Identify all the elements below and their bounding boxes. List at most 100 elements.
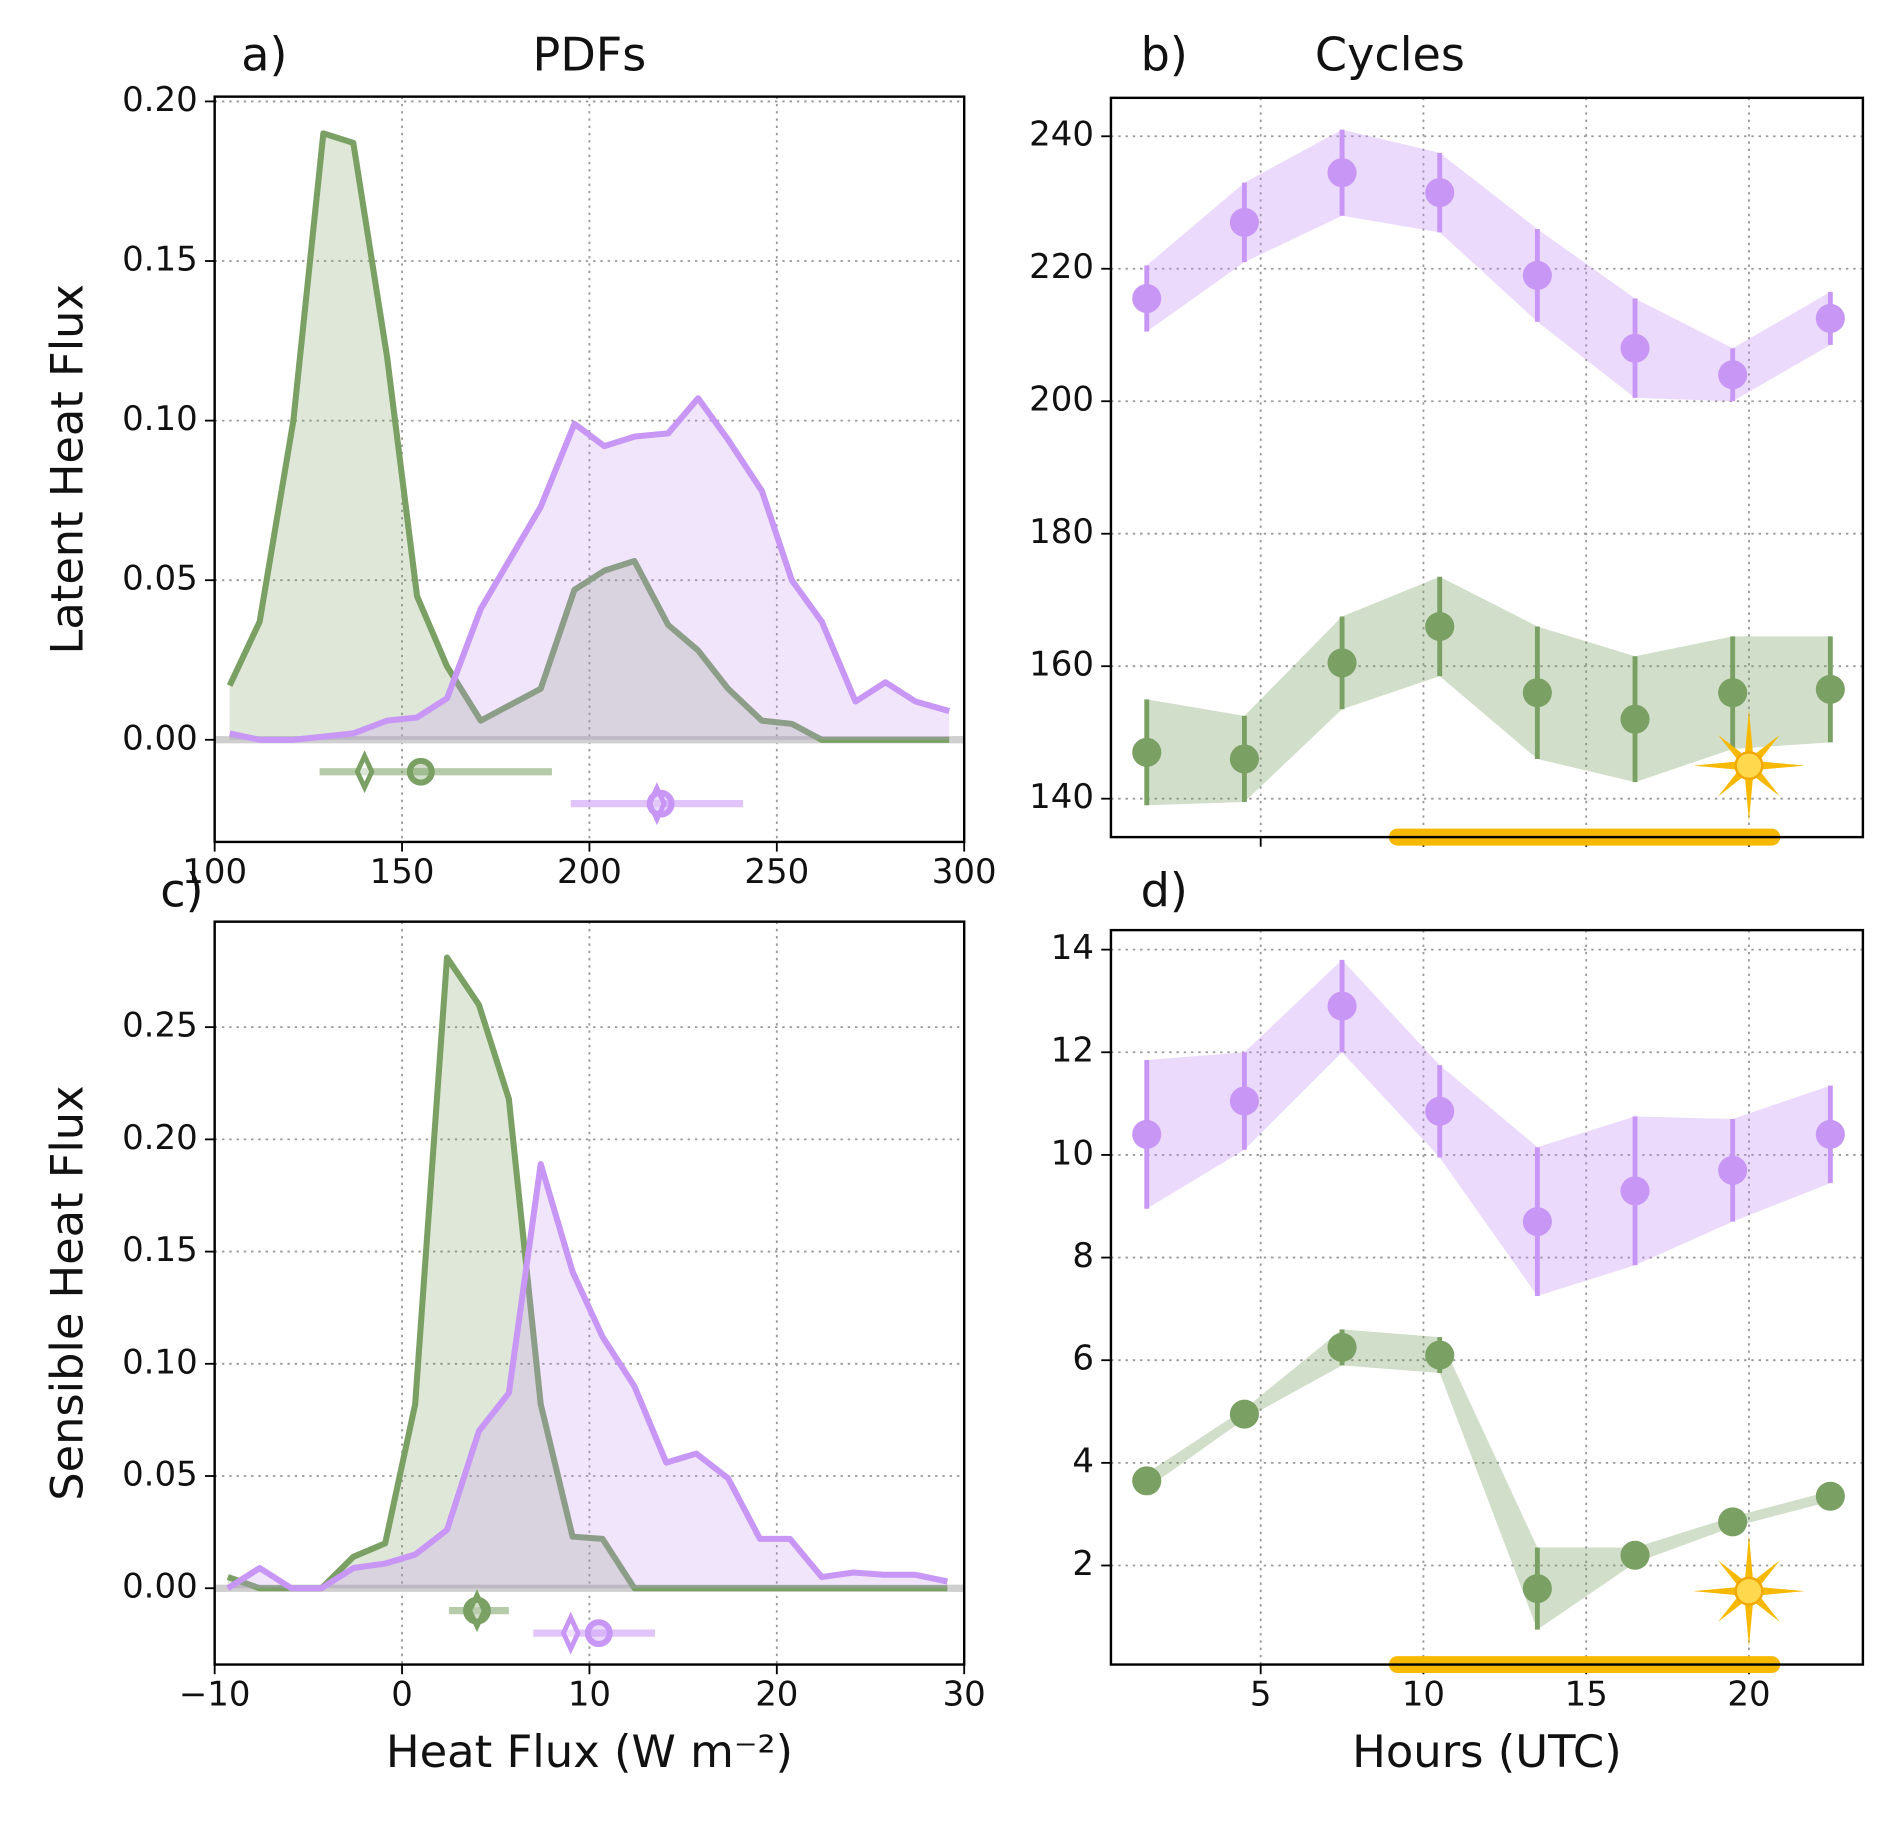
- point: [1132, 1466, 1162, 1496]
- point: [1229, 1086, 1259, 1116]
- point: [1327, 991, 1357, 1021]
- y-tick-label: 0.00: [122, 718, 198, 757]
- point: [1718, 1507, 1748, 1537]
- point: [1425, 1340, 1455, 1370]
- y-tick-label: 180: [1029, 512, 1094, 551]
- x-tick-label: 10: [1402, 1675, 1445, 1714]
- point: [1815, 1119, 1845, 1149]
- mean-marker: [646, 789, 675, 818]
- y-tick-label: 0.15: [122, 240, 198, 279]
- y-tick-label: 6: [1072, 1339, 1094, 1378]
- y-tick-label: 0.20: [122, 80, 198, 119]
- y-tick-label: 0.25: [122, 1006, 198, 1045]
- point: [1718, 1155, 1748, 1185]
- point: [1522, 678, 1552, 708]
- panel-title: Cycles: [1315, 28, 1465, 82]
- sun-core: [1734, 1576, 1764, 1606]
- x-tick-label: 20: [1727, 1675, 1770, 1714]
- mean-marker: [584, 1619, 613, 1648]
- panel-label: d): [1141, 863, 1188, 917]
- panel-label: c): [160, 863, 203, 917]
- y-axis-label: Sensible Heat Flux: [40, 1085, 93, 1500]
- pdf-line: [226, 954, 948, 1592]
- y-tick-label: 140: [1029, 777, 1094, 816]
- x-tick-label: 200: [557, 852, 622, 891]
- error-band: [1146, 959, 1831, 1297]
- point: [1718, 360, 1748, 390]
- x-tick-label: 5: [1250, 1675, 1272, 1714]
- x-tick-label: 15: [1565, 1675, 1608, 1714]
- y-tick-label: 10: [1051, 1133, 1094, 1172]
- point: [1522, 1207, 1552, 1237]
- pdf-line: [229, 395, 951, 743]
- pdf-line: [226, 1161, 948, 1592]
- axes-frame: [1109, 928, 1865, 1666]
- point: [1229, 744, 1259, 774]
- x-tick-label: 10: [568, 1675, 611, 1714]
- point: [1229, 1399, 1259, 1429]
- pdf-line: [226, 130, 950, 743]
- point: [1425, 1096, 1455, 1126]
- point: [1620, 333, 1650, 363]
- x-tick-label: 100: [182, 852, 247, 891]
- y-tick-label: 12: [1051, 1031, 1094, 1070]
- x-tick-label: −10: [179, 1675, 251, 1714]
- point: [1815, 1481, 1845, 1511]
- y-tick-label: 0.20: [122, 1118, 198, 1157]
- y-tick-label: 0.00: [122, 1567, 198, 1606]
- point: [1327, 1332, 1357, 1362]
- error-band: [1146, 1329, 1831, 1630]
- point: [1815, 674, 1845, 704]
- y-tick-label: 0.10: [122, 1342, 198, 1381]
- y-tick-label: 2: [1072, 1544, 1094, 1583]
- x-tick-label: 0: [391, 1675, 413, 1714]
- x-tick-label: 150: [370, 852, 435, 891]
- y-tick-label: 200: [1029, 380, 1094, 419]
- point: [1620, 704, 1650, 734]
- mean-marker: [463, 1596, 491, 1625]
- x-axis-label: Hours (UTC): [1352, 1725, 1622, 1778]
- axes-frame: [213, 95, 966, 844]
- point: [1522, 1574, 1552, 1604]
- y-tick-label: 160: [1029, 645, 1094, 684]
- point: [1132, 1119, 1162, 1149]
- point: [1718, 678, 1748, 708]
- area-fill: [229, 133, 950, 740]
- point: [1327, 158, 1357, 188]
- panel-label: b): [1141, 28, 1188, 82]
- point: [1132, 737, 1162, 767]
- y-tick-label: 8: [1072, 1236, 1094, 1275]
- y-tick-label: 0.05: [122, 1455, 198, 1494]
- y-tick-label: 0.10: [122, 399, 198, 438]
- y-axis-label: Latent Heat Flux: [40, 284, 93, 654]
- x-tick-label: 300: [932, 852, 997, 891]
- x-axis-label: Heat Flux (W m⁻²): [386, 1725, 793, 1778]
- median-marker: [354, 750, 375, 794]
- point: [1620, 1176, 1650, 1206]
- panel-label: a): [241, 28, 287, 82]
- point: [1620, 1540, 1650, 1570]
- point: [1815, 303, 1845, 333]
- y-tick-label: 0.05: [122, 559, 198, 598]
- error-band: [1146, 129, 1831, 402]
- axes-frame: [213, 920, 966, 1666]
- panel-title: PDFs: [533, 28, 647, 82]
- point: [1425, 611, 1455, 641]
- mean-marker: [406, 757, 435, 786]
- y-tick-label: 240: [1029, 115, 1094, 154]
- y-tick-label: 4: [1072, 1441, 1094, 1480]
- axes-frame: [1109, 96, 1865, 839]
- point: [1132, 284, 1162, 314]
- error-band: [1146, 576, 1831, 806]
- area-fill: [229, 398, 950, 740]
- point: [1229, 207, 1259, 237]
- y-tick-label: 220: [1029, 247, 1094, 286]
- point: [1522, 260, 1552, 290]
- y-tick-label: 0.15: [122, 1230, 198, 1269]
- area-fill: [227, 1164, 948, 1589]
- point: [1327, 648, 1357, 678]
- x-tick-label: 20: [755, 1675, 798, 1714]
- x-tick-label: 30: [943, 1675, 986, 1714]
